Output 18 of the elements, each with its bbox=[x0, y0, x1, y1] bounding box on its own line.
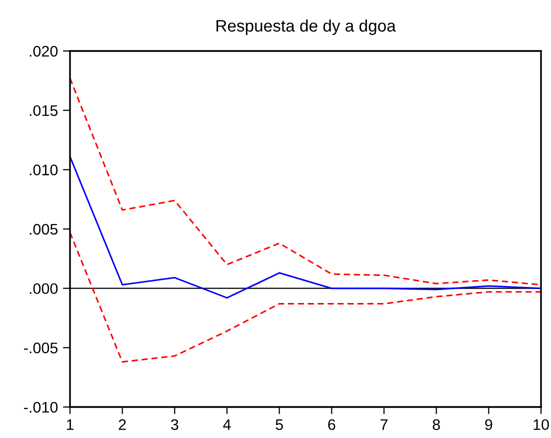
y-tick-label: .015 bbox=[30, 105, 58, 116]
x-tick-label: 10 bbox=[534, 419, 549, 430]
y-tick-label: .005 bbox=[30, 224, 58, 235]
x-tick-label: 8 bbox=[432, 419, 440, 430]
y-tick-label: .020 bbox=[30, 46, 58, 57]
x-tick-label: 3 bbox=[171, 419, 178, 430]
y-tick-label: -.005 bbox=[24, 342, 58, 354]
x-tick-label: 2 bbox=[118, 419, 126, 430]
x-tick-label: 1 bbox=[66, 419, 74, 430]
x-tick-label: 5 bbox=[276, 419, 283, 430]
x-tick-label: 7 bbox=[380, 419, 388, 430]
y-tick-label: .000 bbox=[30, 283, 58, 294]
x-tick-label: 4 bbox=[223, 419, 231, 430]
chart-title: Respuesta de dy a dgoa bbox=[216, 19, 396, 36]
y-tick-label: -.010 bbox=[24, 402, 58, 413]
x-tick-label: 6 bbox=[328, 419, 336, 430]
y-tick-label: .010 bbox=[30, 164, 58, 176]
x-tick-label: 9 bbox=[485, 419, 492, 430]
